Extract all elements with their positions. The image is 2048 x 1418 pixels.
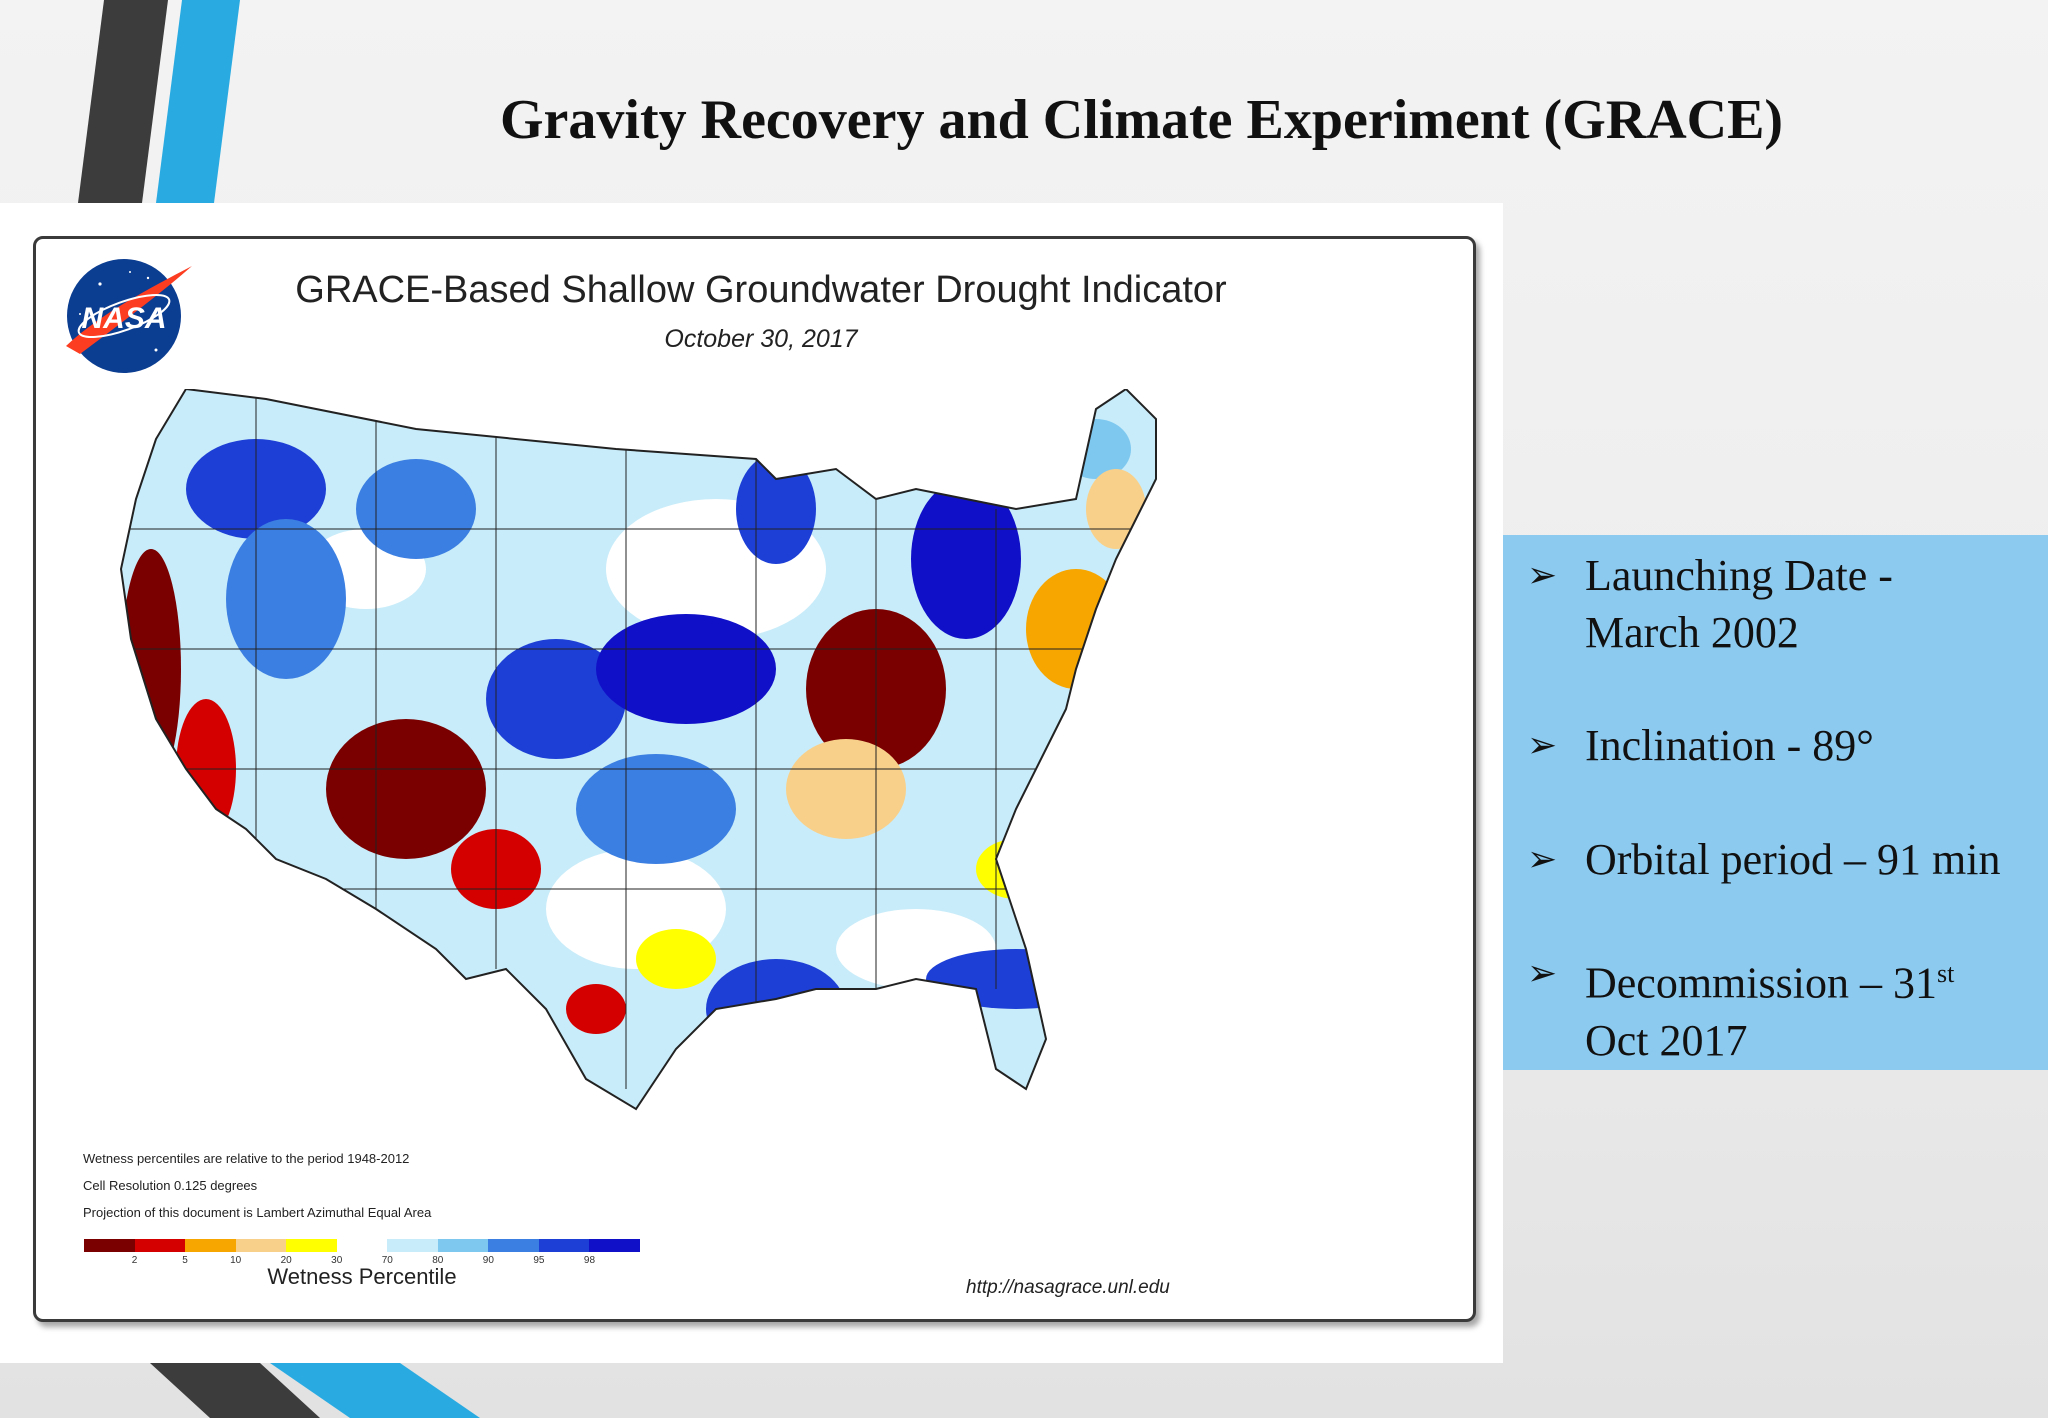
legend-tick-label: 10 — [230, 1255, 242, 1266]
map-note: Wetness percentiles are relative to the … — [83, 1151, 410, 1166]
legend-swatch — [437, 1239, 489, 1252]
arrow-bullet-icon: ➢ — [1527, 725, 1558, 765]
legend-swatch — [235, 1239, 287, 1252]
accent-stripes-top — [78, 0, 240, 203]
legend-tick-label: 90 — [482, 1255, 494, 1266]
legend-ticks: 2 5 10 20 30 70 80 90 95 98 — [84, 1255, 640, 1267]
legend-swatch — [84, 1239, 135, 1252]
legend-tick-label: 98 — [583, 1255, 596, 1266]
map-notes: Wetness percentiles are relative to the … — [83, 1145, 431, 1226]
nasa-logo-icon: NASA — [66, 259, 192, 373]
map-note: Cell Resolution 0.125 degrees — [83, 1178, 258, 1193]
legend-tick-label: 2 — [131, 1255, 138, 1266]
legend-tick-label: 80 — [432, 1255, 444, 1266]
map-note: Projection of this document is Lambert A… — [83, 1205, 432, 1220]
info-line: Oct 2017 — [1585, 1015, 1748, 1065]
legend-swatch — [488, 1239, 539, 1252]
us-drought-map — [119, 389, 1157, 1111]
info-line: March 2002 — [1585, 608, 1799, 657]
legend-swatch — [589, 1239, 641, 1252]
map-date: October 30, 2017 — [664, 325, 858, 353]
source-url: http://nasagrace.unl.edu — [966, 1277, 1170, 1298]
legend-tick-label: 95 — [533, 1255, 545, 1266]
arrow-bullet-icon: ➢ — [1527, 953, 1558, 993]
legend-tick-label: 30 — [331, 1255, 343, 1266]
info-box: ➢ Launching Date - March 2002 ➢ Inclinat… — [1503, 535, 2048, 1070]
legend-color-bar — [84, 1239, 641, 1252]
info-line: Inclination - 89° — [1585, 721, 1874, 770]
legend-tick-label: 70 — [381, 1255, 393, 1266]
nasa-logo-text: NASA — [81, 302, 166, 335]
slide-title: Gravity Recovery and Climate Experiment … — [500, 89, 1784, 151]
info-line: Orbital period – 91 min — [1585, 835, 2001, 884]
map-image-panel: NASA GRACE-Based Shallow Groundwater Dro… — [0, 203, 1503, 1363]
accent-stripes-bottom — [150, 1363, 480, 1418]
legend-tick-label: 5 — [182, 1255, 188, 1266]
arrow-bullet-icon: ➢ — [1527, 555, 1558, 595]
legend-swatch — [134, 1239, 186, 1252]
legend-swatch — [538, 1239, 590, 1252]
info-line: Decommission – 31 — [1585, 958, 1937, 1008]
legend-swatch — [286, 1239, 337, 1252]
info-line: Launching Date - — [1585, 551, 1893, 600]
legend-swatch — [185, 1239, 236, 1252]
legend-label: Wetness Percentile — [267, 1264, 457, 1289]
map-frame: NASA GRACE-Based Shallow Groundwater Dro… — [33, 236, 1476, 1322]
legend-tick-label: 20 — [280, 1255, 292, 1266]
arrow-bullet-icon: ➢ — [1527, 839, 1558, 879]
legend-swatch — [336, 1239, 388, 1252]
info-superscript: st — [1936, 959, 1955, 988]
legend-swatch — [387, 1239, 438, 1252]
map-title: GRACE-Based Shallow Groundwater Drought … — [295, 269, 1227, 311]
